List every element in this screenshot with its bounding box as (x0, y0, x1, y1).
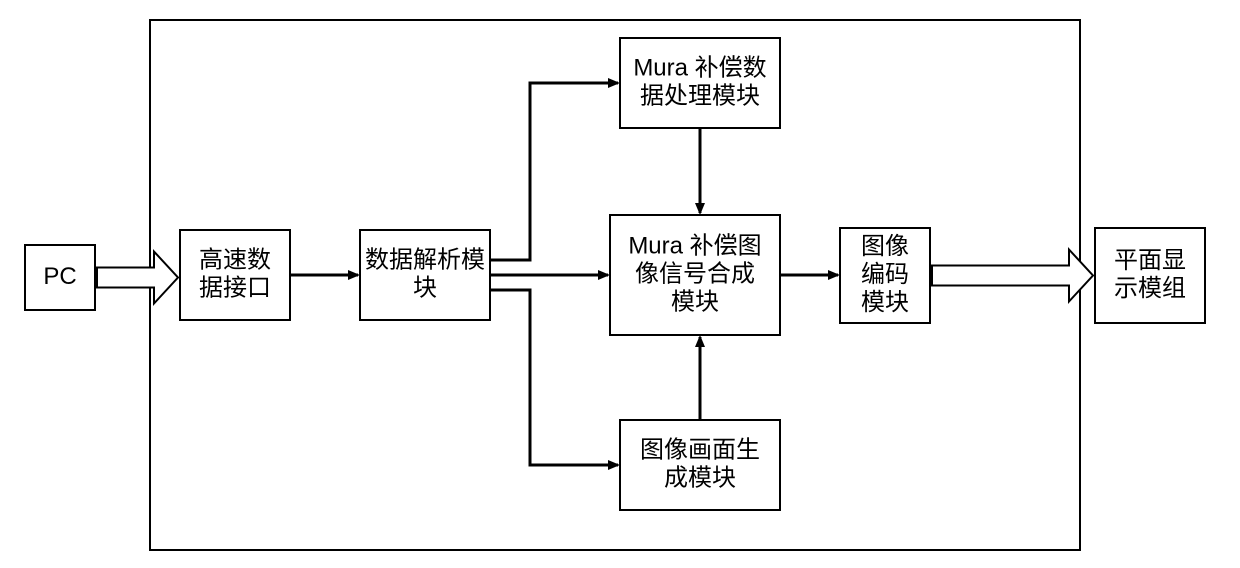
node-synth-label: 像信号合成 (635, 260, 755, 287)
node-iface-label: 高速数 (199, 246, 271, 273)
node-display-label: 平面显 (1114, 247, 1186, 274)
edge-pc-iface (97, 252, 178, 304)
node-synth: Mura 补偿图像信号合成模块 (610, 215, 780, 335)
node-parse-label: 数据解析模 (365, 246, 485, 273)
node-mura_data-label: 据处理模块 (640, 82, 760, 109)
node-imggen-label: 图像画面生 (640, 436, 760, 463)
edge-parse-imggen (490, 290, 618, 465)
node-parse-label: 块 (413, 274, 437, 301)
node-pc: PC (25, 245, 95, 310)
node-encode: 图像编码模块 (840, 228, 930, 323)
node-imggen-label: 成模块 (664, 464, 736, 491)
edge-encode-display (932, 250, 1093, 302)
node-synth-label: Mura 补偿图 (628, 232, 761, 259)
node-display-label: 示模组 (1114, 275, 1186, 302)
node-imggen: 图像画面生成模块 (620, 420, 780, 510)
node-iface: 高速数据接口 (180, 230, 290, 320)
node-encode-label: 图像 (861, 233, 909, 260)
edge-parse-mura_data (490, 83, 618, 260)
node-mura_data: Mura 补偿数据处理模块 (620, 38, 780, 128)
node-iface-label: 据接口 (199, 274, 271, 301)
node-synth-label: 模块 (671, 288, 719, 315)
node-encode-label: 模块 (861, 289, 909, 316)
node-mura_data-label: Mura 补偿数 (633, 54, 766, 81)
node-parse: 数据解析模块 (360, 230, 490, 320)
block-diagram: PC高速数据接口数据解析模块Mura 补偿数据处理模块Mura 补偿图像信号合成… (0, 0, 1240, 568)
node-encode-label: 编码 (861, 261, 909, 288)
node-pc-label: PC (43, 263, 76, 290)
node-display: 平面显示模组 (1095, 228, 1205, 323)
